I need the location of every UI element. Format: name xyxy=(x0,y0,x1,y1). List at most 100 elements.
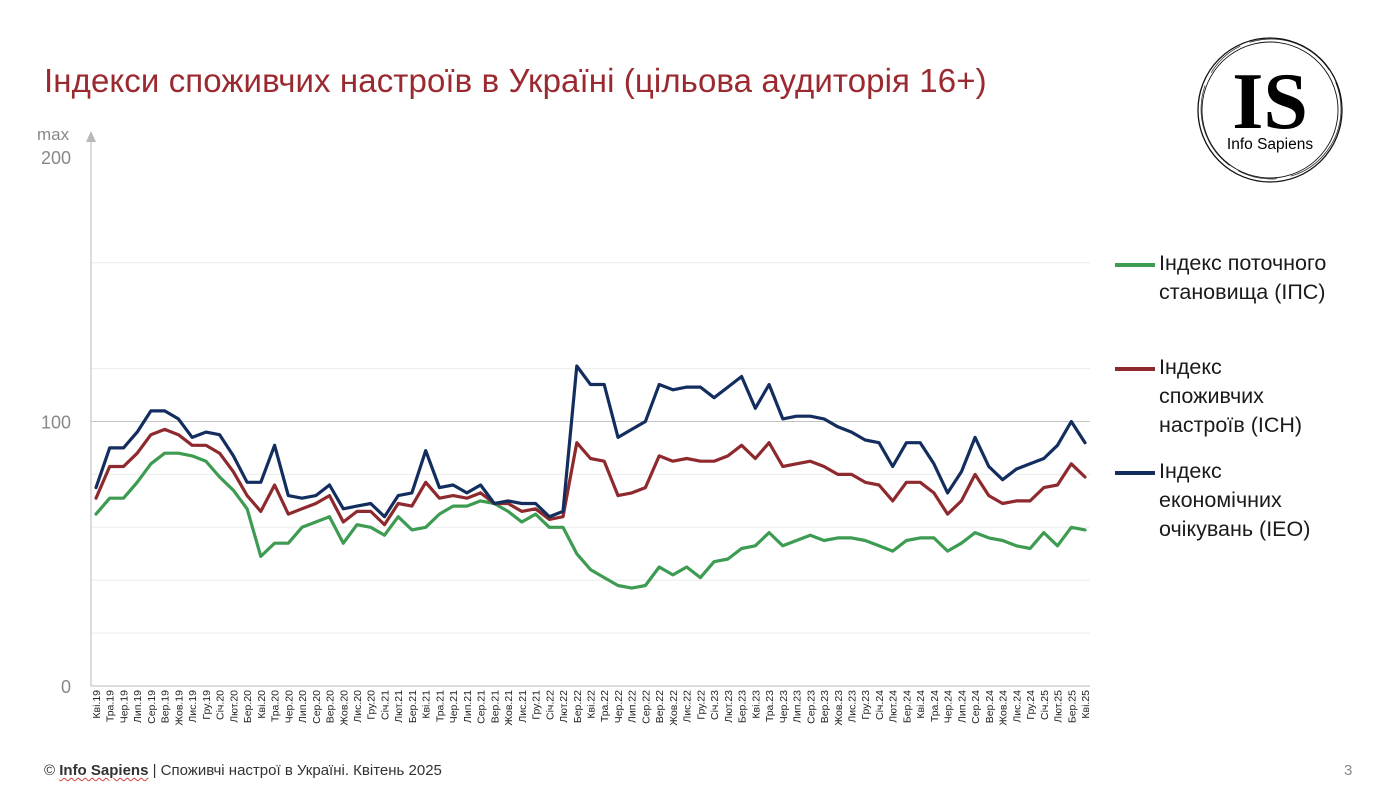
x-tick-label: Кві.21 xyxy=(421,690,433,719)
x-tick-label: Тра.19 xyxy=(105,690,117,722)
x-tick-label: Бер.20 xyxy=(242,690,254,723)
x-tick-label: Чер.20 xyxy=(283,690,295,723)
x-tick-label: Лют.22 xyxy=(558,690,570,723)
x-tick-label: Бер.24 xyxy=(901,690,913,723)
legend-label-ieo: Індекс економічних очікувань (ІЕО) xyxy=(1159,459,1311,541)
logo-ring-inner xyxy=(1201,41,1339,179)
legend-item-ich: Індекс споживчих настроїв (ІСН) xyxy=(1115,353,1329,440)
x-tick-label: Кві.22 xyxy=(586,690,598,719)
x-tick-label: Вер.24 xyxy=(984,690,996,723)
x-tick-label: Тра.22 xyxy=(599,690,611,722)
legend-item-ieo: Індекс економічних очікувань (ІЕО) xyxy=(1115,457,1334,544)
x-tick-label: Гру.23 xyxy=(860,690,872,720)
x-tick-label: Вер.20 xyxy=(325,690,337,723)
x-tick-label: Чер.22 xyxy=(613,690,625,723)
x-tick-label: Січ.22 xyxy=(544,690,556,720)
footer-brand: Info Sapiens xyxy=(59,762,149,779)
footer-copyright: © xyxy=(44,762,60,779)
x-tick-label: Бер.21 xyxy=(407,690,419,723)
x-tick-label: Лип.21 xyxy=(462,690,474,723)
logo-subtitle: Info Sapiens xyxy=(1227,136,1313,153)
x-tick-label: Лип.23 xyxy=(792,690,804,723)
series-line-ieo xyxy=(94,364,1087,519)
axes: max xyxy=(37,125,1090,687)
x-tick-label: Кві.25 xyxy=(1080,690,1092,719)
page-title: Індекси споживчих настроїв в Україні (ці… xyxy=(44,62,987,99)
legend-swatch-ips xyxy=(1115,263,1155,267)
consumer-sentiment-chart: max 200 100 0 Кві.19 Тра.19 Чер.19 Лип.19 Сер.… xyxy=(37,125,1092,726)
x-tick-label: Сер.21 xyxy=(476,690,488,724)
gridlines xyxy=(91,262,1090,634)
x-tick-label: Січ.20 xyxy=(215,690,227,720)
x-tick-label: Січ.23 xyxy=(709,690,721,720)
x-tick-label: Лип.22 xyxy=(627,690,639,723)
x-tick-label: Лис.21 xyxy=(517,690,529,723)
x-tick-label: Лют.23 xyxy=(723,690,735,723)
x-tick-label: Чер.24 xyxy=(943,690,955,723)
x-tick-label: Жов.22 xyxy=(668,690,680,726)
x-tick-label: Січ.24 xyxy=(874,690,886,720)
x-tick-label: Тра.23 xyxy=(764,690,776,722)
x-tick-label: Лют.25 xyxy=(1053,690,1065,723)
x-tick-label: Кві.24 xyxy=(915,690,927,719)
y-tick-labels: 200 100 0 xyxy=(41,148,71,697)
logo-ring-outer xyxy=(1197,37,1343,183)
footer-text: | Споживчі настрої в Україні. Квітень 20… xyxy=(148,762,442,779)
footer: © Info Sapiens | Споживчі настрої в Укра… xyxy=(44,762,442,779)
x-tick-label: Чер.21 xyxy=(448,690,460,723)
legend-swatch-ieo xyxy=(1115,471,1155,475)
x-tick-label: Гру.22 xyxy=(695,690,707,720)
x-tick-label: Гру.19 xyxy=(201,690,213,720)
x-tick-labels: Кві.19 Тра.19 Чер.19 Лип.19 Сер.19 Вер.19 Жов.… xyxy=(91,690,1092,726)
x-tick-label: Вер.22 xyxy=(654,690,666,723)
x-tick-label: Лис.22 xyxy=(682,690,694,723)
y-tick-label: 100 xyxy=(41,413,71,433)
x-tick-label: Сер.23 xyxy=(805,690,817,724)
x-tick-label: Сер.22 xyxy=(640,690,652,724)
x-tick-label: Кві.20 xyxy=(256,690,268,719)
x-tick-label: Сер.19 xyxy=(146,690,158,724)
info-sapiens-logo: IS Info Sapiens xyxy=(1197,37,1343,183)
y-max-label: max xyxy=(37,125,70,144)
x-tick-label: Жов.19 xyxy=(173,690,185,726)
x-tick-label: Лип.19 xyxy=(132,690,144,723)
x-tick-label: Лис.23 xyxy=(846,690,858,723)
x-tick-label: Лис.19 xyxy=(187,690,199,723)
x-tick-label: Гру.20 xyxy=(366,690,378,720)
x-tick-label: Бер.22 xyxy=(572,690,584,723)
x-tick-label: Тра.20 xyxy=(270,690,282,722)
page-number: 3 xyxy=(1344,762,1353,779)
x-tick-label: Жов.20 xyxy=(338,690,350,726)
x-tick-label: Лис.20 xyxy=(352,690,364,723)
y-tick-label: 0 xyxy=(61,677,71,697)
x-tick-label: Лют.21 xyxy=(393,690,405,723)
x-tick-label: Сер.24 xyxy=(970,690,982,724)
x-tick-label: Січ.25 xyxy=(1039,690,1051,720)
y-tick-label: 200 xyxy=(41,148,71,168)
series-line-ich xyxy=(94,427,1087,527)
x-tick-label: Жов.23 xyxy=(833,690,845,726)
x-tick-label: Лип.20 xyxy=(297,690,309,723)
x-tick-label: Вер.19 xyxy=(160,690,172,723)
x-tick-label: Січ.21 xyxy=(379,690,391,720)
x-tick-label: Бер.25 xyxy=(1066,690,1078,723)
legend-label-ich: Індекс споживчих настроїв (ІСН) xyxy=(1159,355,1303,437)
y-axis-arrow xyxy=(86,131,96,142)
x-tick-label: Кві.23 xyxy=(750,690,762,719)
legend-item-ips: Індекс поточного становища (ІПС) xyxy=(1115,249,1359,307)
x-tick-label: Чер.23 xyxy=(778,690,790,723)
x-tick-label: Лип.24 xyxy=(956,690,968,723)
x-tick-label: Вер.21 xyxy=(489,690,501,723)
x-tick-label: Тра.21 xyxy=(434,690,446,722)
x-tick-label: Сер.20 xyxy=(311,690,323,724)
legend-swatch-ich xyxy=(1115,367,1155,371)
x-tick-label: Гру.21 xyxy=(531,690,543,720)
x-tick-label: Бер.23 xyxy=(737,690,749,723)
x-tick-label: Гру.24 xyxy=(1025,690,1037,720)
x-tick-label: Кві.19 xyxy=(91,690,103,719)
x-tick-label: Жов.24 xyxy=(998,690,1010,726)
x-tick-label: Лис.24 xyxy=(1011,690,1023,723)
legend-label-ips: Індекс поточного становища (ІПС) xyxy=(1159,251,1327,304)
logo-mark: IS xyxy=(1232,58,1308,146)
x-tick-label: Вер.23 xyxy=(819,690,831,723)
